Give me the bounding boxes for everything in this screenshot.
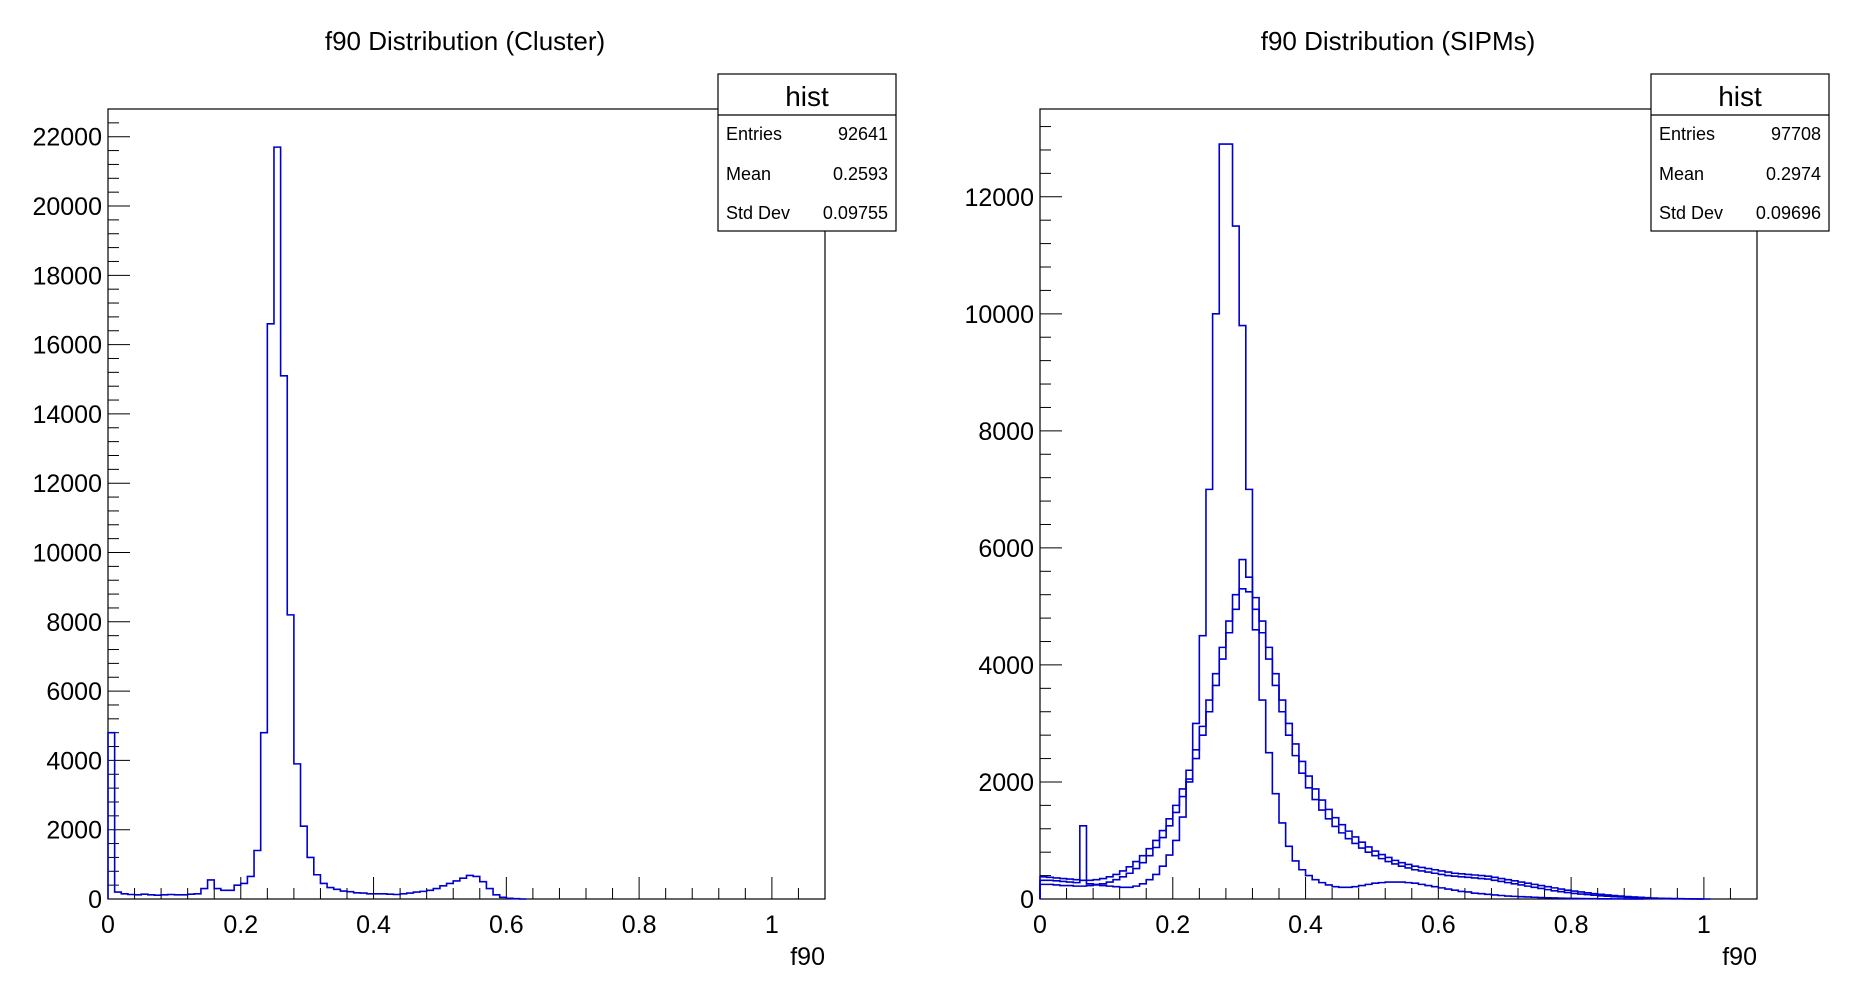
histogram-line-0 <box>1039 143 1645 900</box>
y-tick-label: 2000 <box>978 769 1034 797</box>
x-tick-label: 0.4 <box>1288 911 1323 939</box>
stats-value-mean: 0.2593 <box>833 164 888 184</box>
y-tick-label: 20000 <box>32 193 102 221</box>
y-tick-label: 18000 <box>32 262 102 290</box>
y-tick-label: 12000 <box>964 184 1034 212</box>
y-tick-label: 4000 <box>46 747 102 775</box>
y-tick-labels: 0 2000 4000 6000 8000 10000 12000 <box>964 184 1034 914</box>
stats-box-title: hist <box>785 81 829 112</box>
histogram-line-2 <box>1039 558 1711 900</box>
x-axis-title: f90 <box>1722 943 1757 971</box>
stats-box-frame <box>717 73 897 232</box>
plot-frame <box>107 108 826 900</box>
histogram-line-0 <box>107 146 527 900</box>
x-tick-label: 0.8 <box>1554 911 1589 939</box>
y-tick-label: 8000 <box>46 609 102 637</box>
stats-value-entries: 97708 <box>1771 124 1821 144</box>
stats-label-stddev: Std Dev <box>726 203 790 223</box>
y-tick-label: 12000 <box>32 470 102 498</box>
stats-box-frame <box>1650 73 1830 232</box>
x-tick-label: 0 <box>101 911 115 939</box>
axis-ticks <box>107 108 826 900</box>
stats-value-mean: 0.2974 <box>1766 164 1821 184</box>
y-tick-label: 8000 <box>978 418 1034 446</box>
x-tick-labels: 0 0.2 0.4 0.6 0.8 1 <box>101 911 779 939</box>
histogram-line-1 <box>1039 588 1704 900</box>
y-tick-label: 4000 <box>978 652 1034 680</box>
y-tick-label: 0 <box>88 886 102 914</box>
x-tick-label: 0.6 <box>489 911 524 939</box>
stats-box: hist Entries 92641 Mean 0.2593 Std Dev 0… <box>717 73 897 232</box>
x-tick-label: 0.2 <box>1155 911 1190 939</box>
plot-frame <box>1039 108 1758 900</box>
stats-value-stddev: 0.09755 <box>823 203 888 223</box>
x-tick-label: 0.8 <box>622 911 657 939</box>
x-axis-title: f90 <box>790 943 825 971</box>
y-tick-labels: 0 2000 4000 6000 8000 10000 12000 14000 16000 180… <box>32 124 102 914</box>
y-tick-label: 22000 <box>32 124 102 152</box>
stats-label-mean: Mean <box>1659 164 1704 184</box>
stats-value-entries: 92641 <box>838 124 888 144</box>
x-tick-label: 1 <box>765 911 779 939</box>
stats-box-title: hist <box>1718 81 1762 112</box>
y-tick-label: 14000 <box>32 401 102 429</box>
stats-label-entries: Entries <box>726 124 782 144</box>
y-tick-label: 0 <box>1020 886 1034 914</box>
x-tick-labels: 0 0.2 0.4 0.6 0.8 1 <box>1033 911 1711 939</box>
y-tick-label: 6000 <box>46 678 102 706</box>
x-tick-label: 0.6 <box>1421 911 1456 939</box>
chart-panel-sipms: f90 Distribution (SIPMs) 0 0.2 0.4 0.6 0.8 1 … <box>964 26 1830 971</box>
stats-value-stddev: 0.09696 <box>1756 203 1821 223</box>
chart-title: f90 Distribution (Cluster) <box>325 26 605 56</box>
chart-panel-cluster: f90 Distribution (Cluster) 0 0.2 0.4 0.6 0.8… <box>32 26 897 971</box>
x-tick-label: 1 <box>1697 911 1711 939</box>
stats-label-mean: Mean <box>726 164 771 184</box>
x-tick-label: 0.4 <box>356 911 391 939</box>
x-tick-label: 0 <box>1033 911 1047 939</box>
y-tick-label: 2000 <box>46 817 102 845</box>
stats-label-entries: Entries <box>1659 124 1715 144</box>
y-tick-label: 6000 <box>978 535 1034 563</box>
axis-ticks <box>1039 126 1758 900</box>
stats-label-stddev: Std Dev <box>1659 203 1723 223</box>
chart-title: f90 Distribution (SIPMs) <box>1261 26 1536 56</box>
histogram-series <box>107 146 527 900</box>
stats-box: hist Entries 97708 Mean 0.2974 Std Dev 0… <box>1650 73 1830 232</box>
histogram-series <box>1039 143 1711 900</box>
x-tick-label: 0.2 <box>223 911 258 939</box>
y-tick-label: 10000 <box>32 540 102 568</box>
y-tick-label: 10000 <box>964 301 1034 329</box>
y-tick-label: 16000 <box>32 332 102 360</box>
